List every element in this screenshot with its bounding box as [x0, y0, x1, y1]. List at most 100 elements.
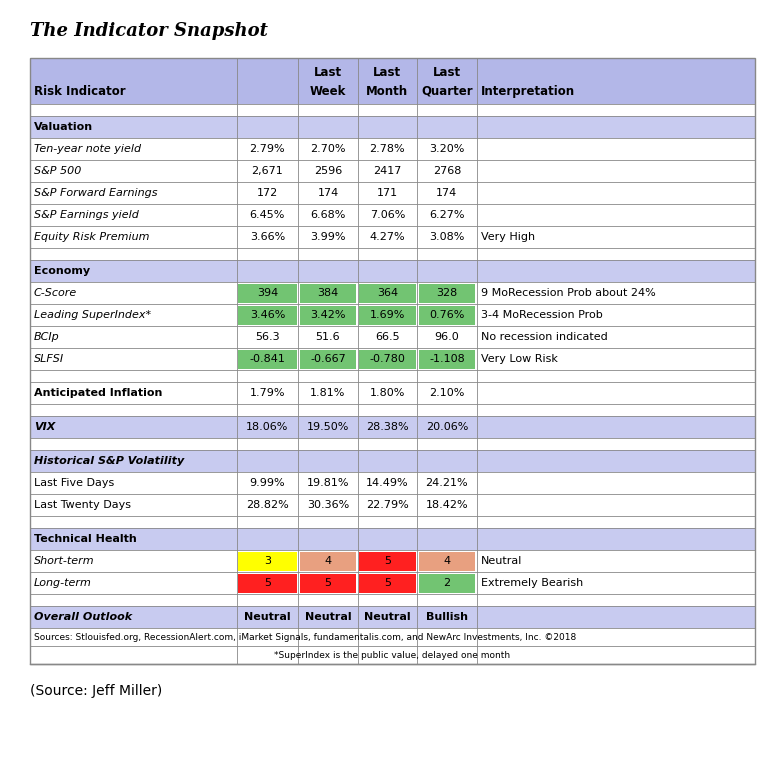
- Bar: [300, 552, 356, 571]
- Text: Very High: Very High: [480, 232, 535, 242]
- Text: 3.20%: 3.20%: [429, 144, 465, 154]
- Bar: [30, 438, 755, 450]
- Text: Anticipated Inflation: Anticipated Inflation: [34, 388, 162, 398]
- Text: 2: 2: [443, 578, 450, 588]
- Text: 2417: 2417: [374, 166, 402, 176]
- Text: S&P 500: S&P 500: [34, 166, 81, 176]
- Bar: [300, 284, 356, 303]
- Text: 22.79%: 22.79%: [366, 500, 409, 510]
- Bar: [238, 574, 296, 593]
- Text: 394: 394: [257, 288, 278, 298]
- Bar: [360, 552, 416, 571]
- Bar: [238, 552, 296, 571]
- Text: Historical S&P Volatility: Historical S&P Volatility: [34, 456, 184, 466]
- Text: 56.3: 56.3: [255, 332, 280, 342]
- Bar: [30, 260, 755, 282]
- Bar: [419, 306, 475, 325]
- Text: 7.06%: 7.06%: [370, 210, 405, 220]
- Text: 174: 174: [436, 188, 458, 198]
- Text: 19.81%: 19.81%: [307, 478, 349, 488]
- Text: 9 MoRecession Prob about 24%: 9 MoRecession Prob about 24%: [480, 288, 655, 298]
- Text: 24.21%: 24.21%: [426, 478, 468, 488]
- Bar: [30, 572, 755, 594]
- Bar: [30, 348, 755, 370]
- Text: -0.780: -0.780: [370, 354, 406, 364]
- Bar: [30, 282, 755, 304]
- Text: 3.42%: 3.42%: [310, 310, 346, 320]
- Text: 20.06%: 20.06%: [426, 422, 468, 432]
- Bar: [30, 450, 755, 472]
- Text: 5: 5: [384, 556, 391, 566]
- Text: Bullish: Bullish: [426, 612, 468, 622]
- Text: 51.6: 51.6: [316, 332, 340, 342]
- Bar: [30, 138, 755, 160]
- Bar: [30, 204, 755, 226]
- Text: 1.80%: 1.80%: [370, 388, 405, 398]
- Bar: [30, 594, 755, 606]
- Text: Economy: Economy: [34, 266, 90, 276]
- Text: The Indicator Snapshot: The Indicator Snapshot: [30, 22, 268, 40]
- Bar: [360, 574, 416, 593]
- Text: 171: 171: [377, 188, 398, 198]
- Bar: [238, 350, 296, 369]
- Text: Ten-year note yield: Ten-year note yield: [34, 144, 141, 154]
- Bar: [30, 646, 755, 664]
- Text: BCIp: BCIp: [34, 332, 60, 342]
- Text: Neutral: Neutral: [364, 612, 411, 622]
- Text: 6.27%: 6.27%: [429, 210, 465, 220]
- Text: Equity Risk Premium: Equity Risk Premium: [34, 232, 150, 242]
- Text: Valuation: Valuation: [34, 122, 93, 132]
- Text: 2,671: 2,671: [252, 166, 283, 176]
- Bar: [30, 516, 755, 528]
- Text: 4: 4: [443, 556, 450, 566]
- Bar: [30, 58, 755, 104]
- Text: 2.78%: 2.78%: [370, 144, 406, 154]
- Text: 14.49%: 14.49%: [366, 478, 409, 488]
- Bar: [30, 182, 755, 204]
- Text: 2768: 2768: [433, 166, 461, 176]
- Text: 2596: 2596: [314, 166, 342, 176]
- Bar: [30, 382, 755, 404]
- Bar: [30, 160, 755, 182]
- Bar: [30, 370, 755, 382]
- Bar: [419, 284, 475, 303]
- Text: Risk Indicator: Risk Indicator: [34, 85, 126, 98]
- Bar: [30, 226, 755, 248]
- Text: 2.10%: 2.10%: [429, 388, 465, 398]
- Text: 4: 4: [324, 556, 331, 566]
- Bar: [30, 58, 755, 664]
- Text: 3-4 MoRecession Prob: 3-4 MoRecession Prob: [480, 310, 602, 320]
- Text: 5: 5: [384, 578, 391, 588]
- Text: 3.99%: 3.99%: [310, 232, 346, 242]
- Text: Technical Health: Technical Health: [34, 534, 136, 544]
- Bar: [360, 306, 416, 325]
- Bar: [30, 528, 755, 550]
- Text: 2.79%: 2.79%: [250, 144, 285, 154]
- Text: -0.841: -0.841: [250, 354, 285, 364]
- Text: 5: 5: [324, 578, 331, 588]
- Bar: [30, 248, 755, 260]
- Bar: [30, 326, 755, 348]
- Text: Last Five Days: Last Five Days: [34, 478, 114, 488]
- Text: 384: 384: [317, 288, 339, 298]
- Text: 6.45%: 6.45%: [250, 210, 285, 220]
- Bar: [30, 628, 755, 646]
- Text: 28.82%: 28.82%: [246, 500, 289, 510]
- Text: 6.68%: 6.68%: [310, 210, 346, 220]
- Text: No recession indicated: No recession indicated: [480, 332, 608, 342]
- Bar: [419, 552, 475, 571]
- Text: 172: 172: [257, 188, 278, 198]
- Text: 3.08%: 3.08%: [429, 232, 465, 242]
- Text: Short-term: Short-term: [34, 556, 94, 566]
- Bar: [30, 404, 755, 416]
- Text: 66.5: 66.5: [375, 332, 399, 342]
- Text: Last Twenty Days: Last Twenty Days: [34, 500, 131, 510]
- Text: 3.46%: 3.46%: [250, 310, 285, 320]
- Text: Very Low Risk: Very Low Risk: [480, 354, 558, 364]
- Text: Extremely Bearish: Extremely Bearish: [480, 578, 583, 588]
- Text: Last: Last: [374, 66, 402, 79]
- Text: 9.99%: 9.99%: [250, 478, 285, 488]
- Bar: [419, 574, 475, 593]
- Text: 5: 5: [264, 578, 271, 588]
- Text: Neutral: Neutral: [305, 612, 351, 622]
